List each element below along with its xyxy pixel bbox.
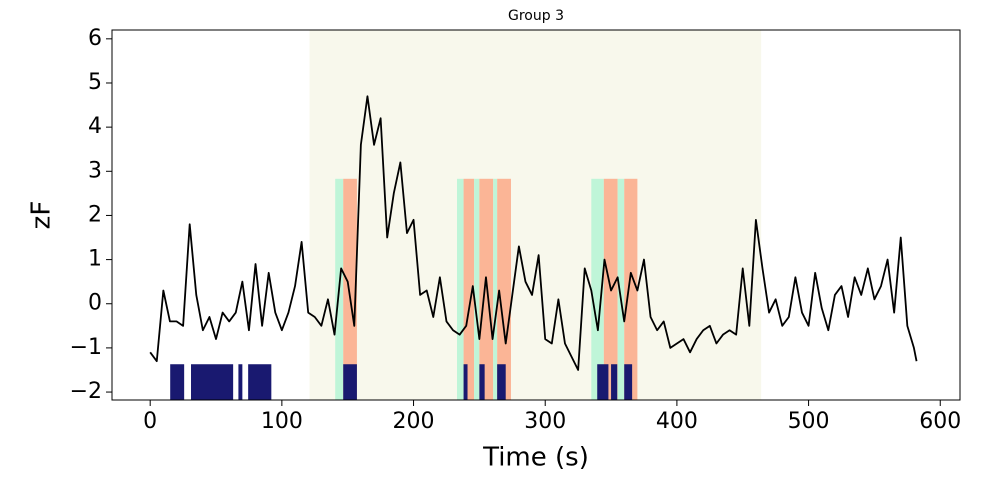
shaded-region xyxy=(238,364,243,400)
y-tick-label: −1 xyxy=(70,335,102,360)
x-axis-label: Time (s) xyxy=(482,443,589,473)
y-tick-label: 3 xyxy=(88,158,102,183)
x-tick-label: 600 xyxy=(919,409,961,434)
x-tick-label: 100 xyxy=(261,409,303,434)
y-tick-label: 0 xyxy=(88,291,102,316)
shaded-region xyxy=(463,178,475,400)
x-tick-label: 400 xyxy=(656,409,698,434)
shaded-region xyxy=(343,364,357,400)
data-line xyxy=(149,95,918,371)
x-tick-label: 0 xyxy=(143,409,157,434)
shaded-region xyxy=(624,178,638,400)
shaded-region xyxy=(474,178,480,400)
shaded-region xyxy=(617,178,625,400)
shaded-region xyxy=(493,178,498,400)
shaded-region xyxy=(479,364,485,400)
shaded-region xyxy=(611,364,618,400)
y-axis-label: zF xyxy=(27,201,57,230)
shaded-region xyxy=(309,30,762,400)
y-tick-label: −2 xyxy=(70,379,102,404)
shaded-region xyxy=(479,178,494,400)
x-tick-label: 500 xyxy=(788,409,830,434)
x-tick-label: 300 xyxy=(524,409,566,434)
y-tick-label: 6 xyxy=(88,26,102,51)
shaded-region xyxy=(624,364,633,400)
shaded-region xyxy=(497,364,506,400)
shaded-region xyxy=(597,364,609,400)
shaded-region xyxy=(497,178,511,400)
shaded-region xyxy=(248,364,272,400)
y-tick-label: 5 xyxy=(88,70,102,95)
chart-title: Group 3 xyxy=(508,8,564,24)
shaded-region xyxy=(191,364,234,400)
shaded-region xyxy=(463,364,468,400)
shaded-region xyxy=(170,364,185,400)
shaded-region xyxy=(456,178,464,400)
y-tick-label: 2 xyxy=(88,202,102,227)
x-tick-label: 200 xyxy=(393,409,435,434)
y-tick-label: 4 xyxy=(88,114,102,139)
shaded-region xyxy=(343,178,357,400)
shaded-region xyxy=(591,178,604,400)
y-tick-label: 1 xyxy=(88,247,102,272)
